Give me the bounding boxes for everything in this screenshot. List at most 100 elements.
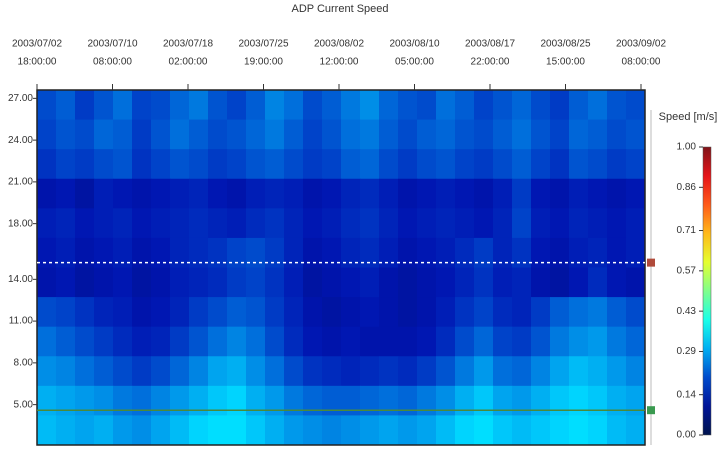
heat-cell: [265, 237, 285, 268]
heat-cell: [417, 208, 437, 239]
heat-cell: [398, 415, 418, 446]
heat-cell: [37, 415, 57, 446]
heat-cell: [493, 90, 513, 121]
heat-cell: [474, 149, 494, 180]
heat-cell: [550, 149, 570, 180]
heat-cell: [303, 326, 323, 357]
heat-cell: [379, 237, 399, 268]
heat-cell: [322, 237, 342, 268]
heat-cell: [208, 385, 228, 416]
heat-cell: [360, 208, 380, 239]
heat-cell: [170, 208, 190, 239]
heat-cell: [626, 415, 646, 446]
heat-cell: [531, 385, 551, 416]
colorbar-tick-label: 0.71: [677, 225, 697, 236]
heat-cell: [455, 356, 475, 387]
heat-cell: [588, 297, 608, 328]
heat-cell: [208, 415, 228, 446]
heat-cell: [94, 208, 114, 239]
heat-cell: [512, 415, 532, 446]
heat-cell: [360, 149, 380, 180]
y-tick-label: 18.00: [8, 218, 33, 229]
x-tick-time: 22:00:00: [471, 57, 510, 68]
heat-cell: [322, 119, 342, 150]
heat-cell: [455, 415, 475, 446]
heat-cell: [132, 237, 152, 268]
heat-cell: [246, 326, 266, 357]
heat-cell: [512, 149, 532, 180]
y-tick-label: 14.00: [8, 274, 33, 285]
heat-cell: [246, 178, 266, 209]
heat-cell: [189, 326, 209, 357]
heat-cell: [284, 237, 304, 268]
heat-cell: [284, 90, 304, 121]
heat-cell: [455, 237, 475, 268]
heat-cell: [569, 297, 589, 328]
heat-cell: [56, 149, 76, 180]
heat-cell: [170, 149, 190, 180]
heat-cell: [360, 326, 380, 357]
heat-cell: [208, 356, 228, 387]
heat-cell: [550, 356, 570, 387]
heat-cell: [132, 208, 152, 239]
heat-cell: [379, 90, 399, 121]
heat-cell: [512, 178, 532, 209]
heat-cell: [303, 178, 323, 209]
heat-cell: [227, 237, 247, 268]
heat-cell: [493, 119, 513, 150]
heat-cell: [246, 267, 266, 298]
heat-cell: [132, 119, 152, 150]
heat-cell: [284, 385, 304, 416]
heat-cell: [512, 356, 532, 387]
heat-cell: [436, 178, 456, 209]
heat-cell: [189, 415, 209, 446]
heat-cell: [569, 208, 589, 239]
heat-cell: [341, 119, 361, 150]
heat-cell: [284, 415, 304, 446]
heat-cell: [626, 326, 646, 357]
colorbar-tick-label: 0.29: [677, 346, 697, 357]
heat-cell: [113, 149, 133, 180]
heat-cell: [474, 385, 494, 416]
heat-cell: [436, 415, 456, 446]
heat-cell: [626, 267, 646, 298]
heat-cell: [455, 385, 475, 416]
heat-cell: [626, 90, 646, 121]
x-tick-time: 18:00:00: [18, 57, 57, 68]
colorbar-tick-label: 0.43: [677, 306, 697, 317]
heat-cell: [94, 149, 114, 180]
heat-cell: [322, 149, 342, 180]
heat-cell: [94, 326, 114, 357]
heat-cell: [360, 356, 380, 387]
heat-cell: [455, 119, 475, 150]
heat-cell: [417, 149, 437, 180]
heat-cell: [303, 385, 323, 416]
heat-cell: [360, 415, 380, 446]
heat-cell: [75, 237, 95, 268]
heat-cell: [265, 119, 285, 150]
heat-cell: [569, 385, 589, 416]
heat-cell: [493, 237, 513, 268]
heat-cell: [417, 326, 437, 357]
heat-cell: [208, 267, 228, 298]
heat-cell: [474, 326, 494, 357]
plot-frame: [36, 89, 646, 446]
heat-cell: [322, 90, 342, 121]
heat-cell: [493, 267, 513, 298]
heat-cell: [436, 326, 456, 357]
heat-cell: [227, 326, 247, 357]
heat-cell: [360, 90, 380, 121]
heat-cell: [75, 119, 95, 150]
heat-cell: [531, 267, 551, 298]
heat-cell: [37, 149, 57, 180]
heat-cell: [436, 297, 456, 328]
heat-cell: [132, 356, 152, 387]
heat-cell: [265, 267, 285, 298]
heat-cell: [569, 415, 589, 446]
heat-cell: [265, 415, 285, 446]
heat-cell: [512, 90, 532, 121]
heat-cell: [227, 149, 247, 180]
heat-cell: [75, 149, 95, 180]
heat-cell: [455, 208, 475, 239]
heat-cell: [398, 90, 418, 121]
